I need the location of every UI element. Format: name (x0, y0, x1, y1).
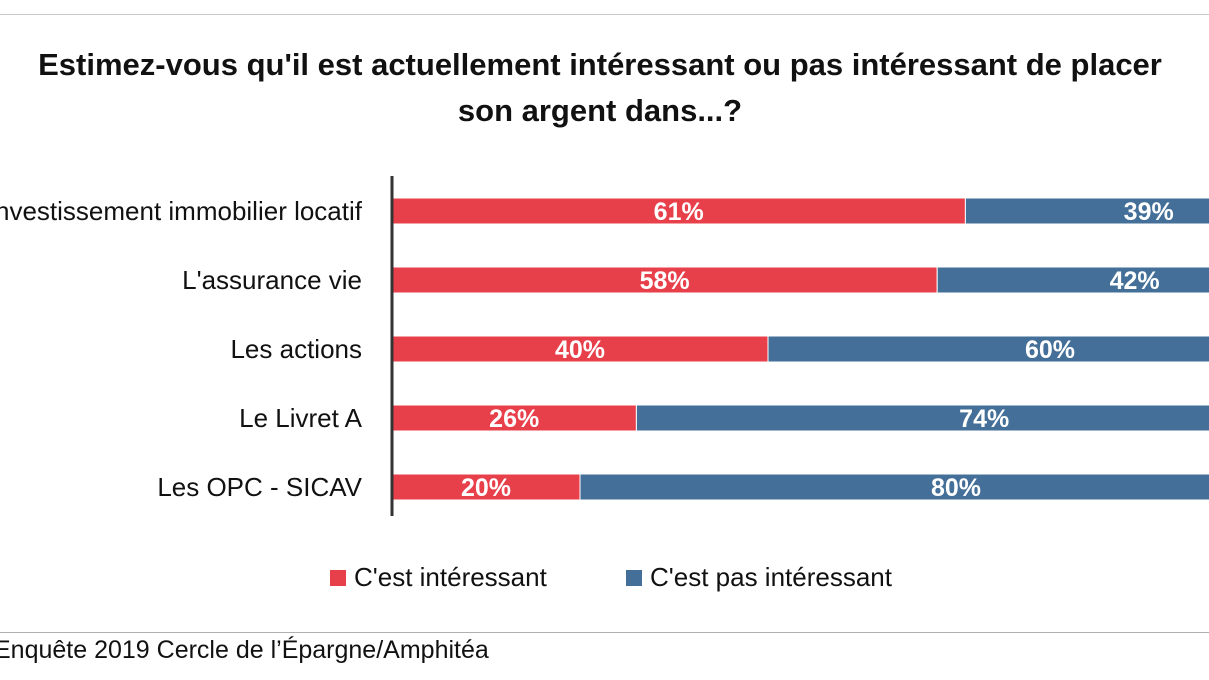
data-label: 80% (931, 474, 981, 502)
bar-segment-pas-interessant (635, 404, 1209, 432)
chart-plot: L'investissement immobilier locatif 61% 39… (0, 176, 1209, 516)
data-label: 39% (1124, 198, 1174, 226)
data-label: 40% (555, 336, 605, 364)
data-label: 42% (1110, 267, 1160, 295)
data-label: 26% (489, 405, 539, 433)
legend: C'est intéressant C'est pas intéressant (0, 562, 1209, 598)
legend-swatch-pas-interessant (626, 569, 642, 586)
data-label: 60% (1025, 336, 1075, 364)
bar-segment-interessant (391, 197, 966, 225)
top-divider (0, 14, 1209, 15)
source-note: Enquête 2019 Cercle de l’Épargne/Amphité… (0, 636, 489, 664)
bar-segment-pas-interessant (579, 473, 1209, 501)
category-label: Le Livret A (239, 403, 363, 433)
data-label: 20% (461, 474, 511, 502)
category-label: L'assurance vie (182, 265, 362, 295)
bar-segment-pas-interessant (767, 335, 1209, 363)
chart-title: Estimez-vous qu'il est actuellement inté… (38, 47, 1162, 128)
category-label: L'investissement immobilier locatif (0, 196, 363, 226)
bar-segment-interessant (391, 335, 769, 363)
bottom-divider (0, 632, 1209, 633)
data-label: 74% (959, 405, 1009, 433)
data-label: 58% (640, 267, 690, 295)
legend-item-pas-interessant: C'est pas intéressant (626, 562, 892, 593)
category-label: Les OPC - SICAV (157, 472, 362, 502)
category-label: Les actions (230, 334, 362, 364)
bar-segment-interessant (391, 266, 938, 294)
legend-swatch-interessant (330, 569, 346, 586)
bar-segment-pas-interessant (964, 197, 1209, 225)
legend-label-interessant: C'est intéressant (354, 562, 547, 592)
legend-item-interessant: C'est intéressant (330, 562, 547, 593)
legend-label-pas-interessant: C'est pas intéressant (650, 562, 892, 592)
bar-segment-pas-interessant (936, 266, 1209, 294)
data-label: 61% (654, 198, 704, 226)
